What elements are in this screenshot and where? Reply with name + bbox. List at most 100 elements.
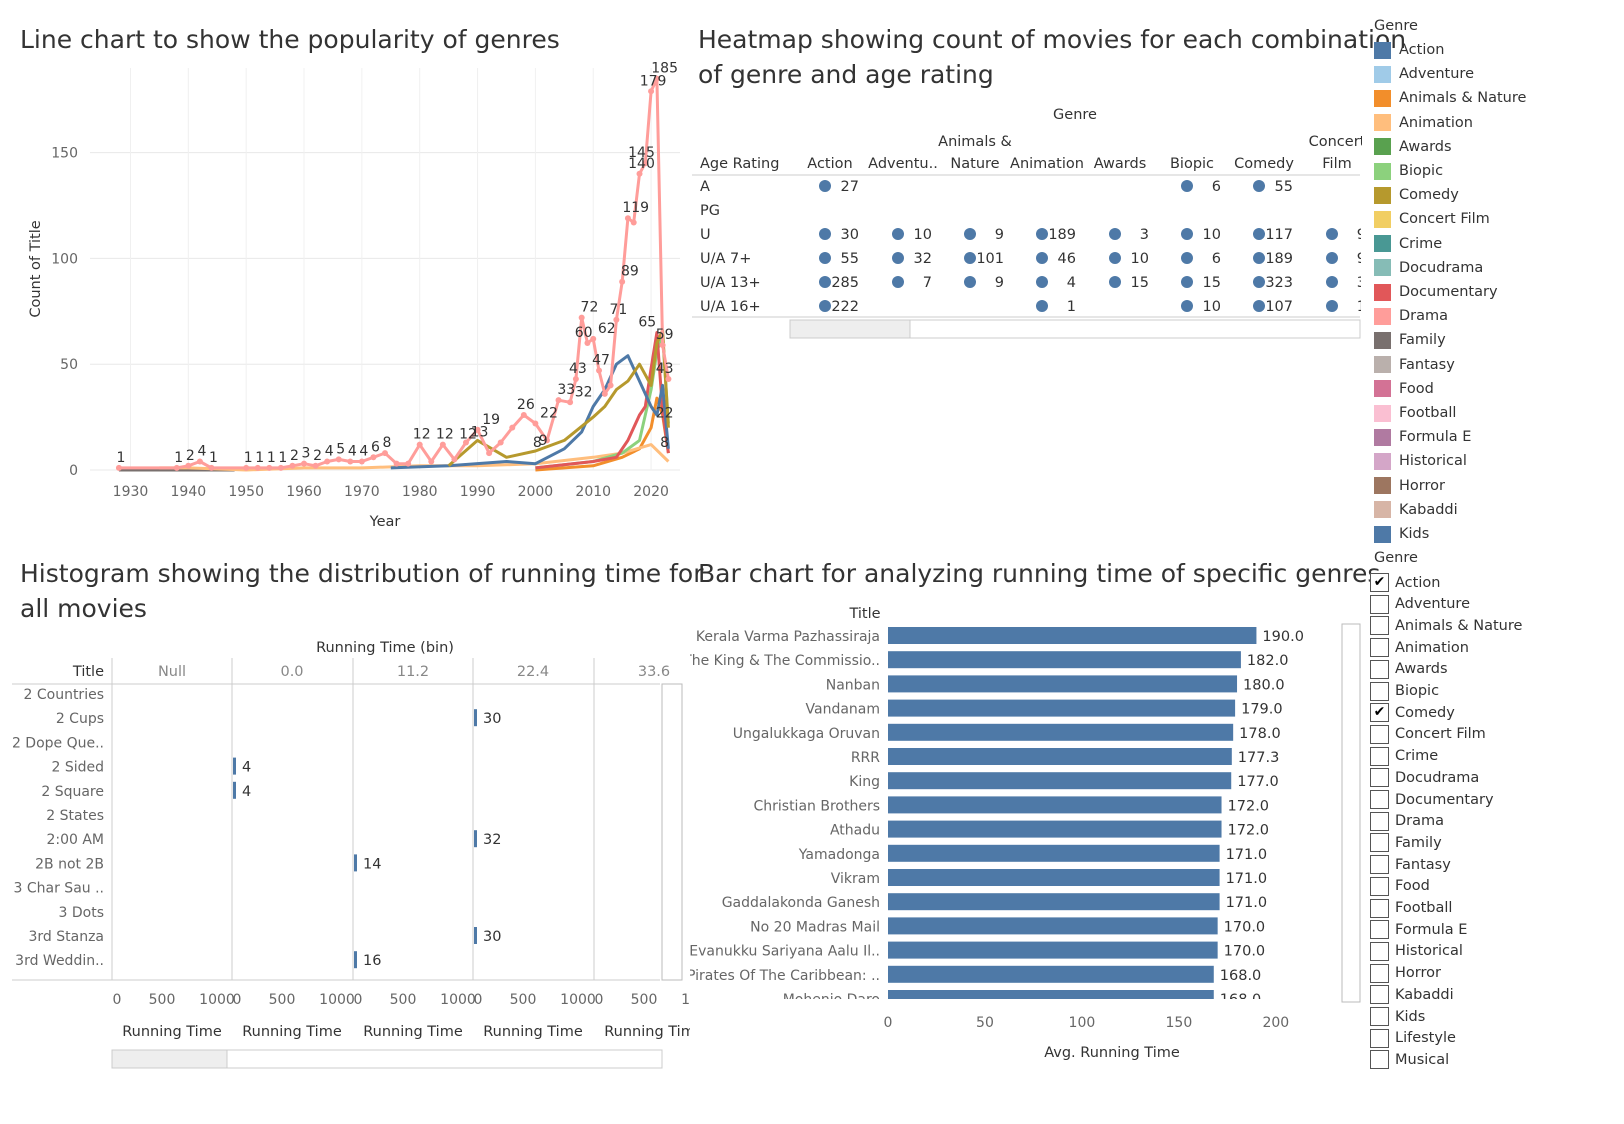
filter-option[interactable]: Kids — [1370, 1006, 1425, 1027]
checkbox[interactable] — [1370, 941, 1389, 961]
bar-value-label: 168.0 — [1220, 968, 1262, 984]
bar-category-label: Ungalukkaga Oruvan — [733, 726, 880, 742]
x-tick-label: 1000 — [681, 992, 690, 1008]
legend-item[interactable]: Historical — [1374, 451, 1467, 471]
data-label: 12 — [459, 427, 477, 443]
legend-item[interactable]: Adventure — [1374, 64, 1474, 84]
legend-item[interactable]: Horror — [1374, 476, 1445, 496]
filter-option[interactable]: Documentary — [1370, 789, 1494, 810]
checkbox[interactable]: ✔ — [1370, 573, 1389, 592]
checkbox[interactable] — [1370, 681, 1389, 701]
checkbox[interactable] — [1370, 855, 1389, 875]
series-point-drama — [416, 441, 423, 448]
filter-option[interactable]: Football — [1370, 898, 1452, 919]
checkbox[interactable] — [1370, 1028, 1389, 1048]
filter-option[interactable]: Concert Film — [1370, 724, 1486, 745]
legend-item[interactable]: Crime — [1374, 234, 1442, 254]
checkbox[interactable] — [1370, 963, 1389, 983]
filter-option[interactable]: Historical — [1370, 941, 1463, 962]
bar — [888, 723, 1234, 741]
bar — [888, 627, 1257, 644]
data-label: 2 — [186, 448, 195, 464]
legend-item[interactable]: Comedy — [1374, 185, 1459, 205]
bar — [888, 651, 1241, 669]
bar-category-label: King — [849, 774, 880, 790]
x-axis-label: Running Time — [363, 1024, 463, 1040]
heatmap-title: Heatmap showing count of movies for each… — [698, 22, 1406, 92]
legend-item[interactable]: Family — [1374, 330, 1446, 350]
legend-item[interactable]: Action — [1374, 40, 1444, 60]
legend-item[interactable]: Formula E — [1374, 427, 1471, 447]
checkbox[interactable] — [1370, 876, 1389, 896]
checkbox[interactable] — [1370, 746, 1389, 766]
legend-item[interactable]: Concert Film — [1374, 209, 1490, 229]
bar-chart-title: Bar chart for analyzing running time of … — [698, 559, 1381, 588]
filter-option[interactable]: Kabaddi — [1370, 984, 1454, 1005]
legend-item[interactable]: Animation — [1374, 113, 1473, 133]
filter-option[interactable]: Formula E — [1370, 919, 1467, 940]
bin-label: 0.0 — [280, 664, 303, 680]
histogram-bar — [233, 781, 236, 799]
checkbox[interactable] — [1370, 594, 1389, 614]
filter-option[interactable]: Animation — [1370, 637, 1469, 658]
filter-option[interactable]: Family — [1370, 832, 1442, 853]
filter-option[interactable]: Food — [1370, 876, 1430, 897]
checkbox[interactable] — [1370, 768, 1389, 788]
heat-dot — [1036, 276, 1048, 288]
legend-item[interactable]: Fantasy — [1374, 355, 1455, 375]
x-tick-label: 1980 — [402, 484, 438, 500]
bar-value-label: 170.0 — [1224, 944, 1266, 960]
filter-option[interactable]: ✔ Comedy — [1370, 702, 1455, 723]
filter-option[interactable]: ✔ Action — [1370, 572, 1440, 593]
checkbox[interactable] — [1370, 811, 1389, 831]
series-point-drama — [196, 458, 203, 465]
heat-dot — [819, 228, 831, 240]
legend-swatch — [1374, 404, 1391, 422]
bar-category-label: No 20 Madras Mail — [750, 919, 880, 935]
checkbox[interactable] — [1370, 790, 1389, 809]
checkbox[interactable] — [1370, 724, 1389, 744]
filter-option[interactable]: Musical — [1370, 1049, 1449, 1070]
legend-item[interactable]: Football — [1374, 403, 1456, 423]
legend-item[interactable]: Kabaddi — [1374, 500, 1458, 520]
checkbox[interactable] — [1370, 616, 1389, 636]
checkbox[interactable] — [1370, 898, 1389, 918]
filter-option[interactable]: Biopic — [1370, 681, 1439, 702]
heat-value: 9 — [995, 275, 1004, 291]
filter-option[interactable]: Crime — [1370, 746, 1438, 767]
legend-item[interactable]: Kids — [1374, 524, 1429, 544]
legend-label: Animals & Nature — [1399, 90, 1527, 107]
legend-item[interactable]: Docudrama — [1374, 258, 1483, 278]
checkbox[interactable] — [1370, 1007, 1389, 1026]
checkbox[interactable] — [1370, 985, 1389, 1005]
series-point-drama — [185, 462, 192, 469]
checkbox[interactable] — [1370, 659, 1389, 679]
heat-value: 10 — [1203, 299, 1221, 315]
filter-option[interactable]: Lifestyle — [1370, 1028, 1456, 1049]
column-label: Nature — [950, 156, 999, 172]
legend-swatch — [1374, 65, 1391, 83]
legend-item[interactable]: Awards — [1374, 137, 1452, 157]
filter-option[interactable]: Docudrama — [1370, 767, 1479, 788]
filter-option[interactable]: Adventure — [1370, 594, 1470, 615]
checkbox[interactable] — [1370, 920, 1389, 940]
legend-swatch — [1374, 89, 1391, 107]
filter-option[interactable]: Awards — [1370, 659, 1448, 680]
checkbox[interactable] — [1370, 833, 1389, 853]
legend-item[interactable]: Biopic — [1374, 161, 1443, 181]
legend-item[interactable]: Food — [1374, 379, 1434, 399]
filter-option[interactable]: Drama — [1370, 811, 1444, 832]
bar — [888, 941, 1218, 959]
bar — [888, 965, 1214, 983]
filter-option[interactable]: Fantasy — [1370, 854, 1451, 875]
checkbox[interactable] — [1370, 638, 1389, 658]
checkbox[interactable] — [1370, 1050, 1389, 1070]
filter-option[interactable]: Horror — [1370, 963, 1441, 984]
filter-option[interactable]: Animals & Nature — [1370, 615, 1522, 636]
series-point-drama — [370, 454, 377, 461]
legend-item[interactable]: Animals & Nature — [1374, 88, 1526, 108]
legend-item[interactable]: Drama — [1374, 306, 1448, 326]
heat-value: 4 — [1067, 275, 1076, 291]
checkbox[interactable]: ✔ — [1370, 703, 1389, 723]
legend-item[interactable]: Documentary — [1374, 282, 1498, 302]
